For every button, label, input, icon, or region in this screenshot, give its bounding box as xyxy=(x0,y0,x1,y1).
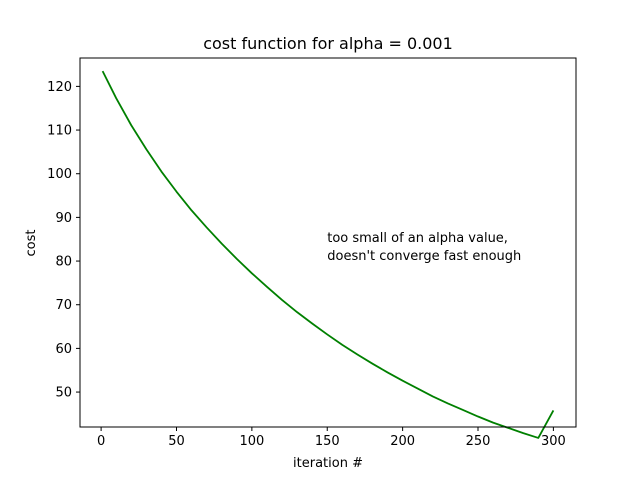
x-tick-label: 0 xyxy=(97,434,105,449)
y-tick-label: 50 xyxy=(55,386,72,401)
y-tick-label: 70 xyxy=(55,298,72,313)
y-tick-label: 120 xyxy=(47,80,72,95)
x-axis-ticks: 0 50 100 150 200 250 300 xyxy=(97,427,566,449)
annotation-line-2: doesn't converge fast enough xyxy=(327,249,521,264)
y-axis-label: cost xyxy=(24,230,39,257)
chart-title: cost function for alpha = 0.001 xyxy=(203,34,453,53)
x-tick-label: 100 xyxy=(239,434,264,449)
y-tick-label: 80 xyxy=(55,255,72,270)
line-layer xyxy=(101,70,555,439)
annotation-line-1: too small of an alpha value, xyxy=(327,231,508,246)
x-tick-label: 300 xyxy=(541,434,566,449)
plot-frame xyxy=(79,57,577,428)
y-tick-label: 110 xyxy=(47,124,72,139)
cost-series-line xyxy=(101,70,555,439)
x-tick-label: 50 xyxy=(168,434,185,449)
y-tick-label: 60 xyxy=(55,342,72,357)
x-tick-label: 250 xyxy=(466,434,491,449)
x-axis-label: iteration # xyxy=(293,456,363,471)
y-tick-label: 90 xyxy=(55,211,72,226)
y-axis-ticks: 50 60 70 80 90 100 110 120 xyxy=(47,80,80,401)
x-tick-label: 150 xyxy=(315,434,340,449)
x-tick-label: 200 xyxy=(390,434,415,449)
plot-area xyxy=(80,58,576,427)
y-tick-label: 100 xyxy=(47,167,72,182)
